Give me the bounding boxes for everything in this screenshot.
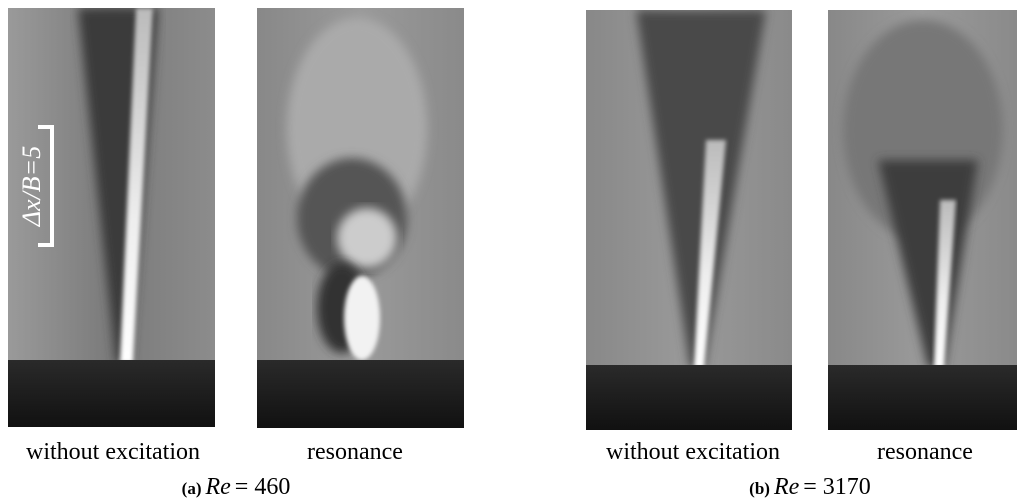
image-caption: resonance [307, 439, 403, 465]
photo [257, 8, 464, 428]
scale-bar: Δx/B=5 [17, 125, 54, 247]
photo [828, 10, 1017, 430]
value: = 460 [235, 474, 291, 499]
panel-caption: (a) Re = 460 [182, 474, 291, 499]
photo [8, 8, 215, 427]
image-caption: without excitation [606, 439, 780, 465]
panel-label: (b) [749, 479, 770, 498]
image-caption: resonance [877, 439, 973, 465]
photo [586, 10, 792, 430]
variable: Re [773, 474, 800, 499]
scale-label: Δx/B=5 [17, 146, 46, 227]
value: = 3170 [803, 474, 871, 499]
panel-label: (a) [182, 479, 202, 498]
image-caption: without excitation [26, 439, 200, 465]
panel-caption: (b) Re = 3170 [749, 474, 871, 499]
variable: Re [204, 474, 231, 499]
